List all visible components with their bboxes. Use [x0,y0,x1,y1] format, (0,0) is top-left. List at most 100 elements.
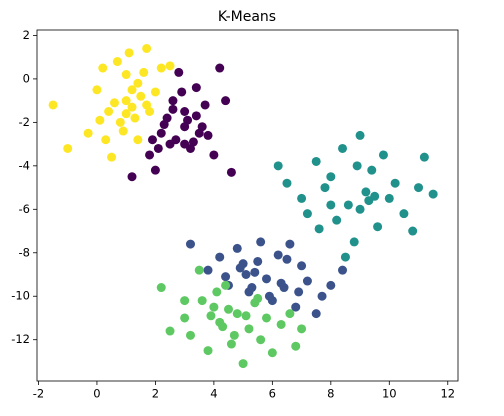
point [150,165,160,175]
point [206,311,216,321]
point [378,150,388,160]
point [185,239,195,249]
point [340,252,350,262]
point [408,226,418,236]
point [209,150,219,160]
point [142,100,152,110]
chart-title: K-Means [218,9,276,25]
point [121,96,131,106]
point [221,280,231,290]
x-tick-label: 12 [440,387,455,401]
y-tick-label: -4 [19,158,30,172]
point [352,161,362,171]
point [121,70,131,80]
point [229,330,239,340]
point [194,265,204,275]
point [109,98,119,108]
point [215,252,225,262]
x-tick-label: 2 [152,387,159,401]
point [428,189,438,199]
y-tick-label: 0 [23,71,30,85]
point [317,291,327,301]
point [256,237,266,247]
point [241,270,251,280]
point [221,272,231,282]
point [95,115,105,125]
point [112,57,122,67]
point [180,296,190,306]
point [156,128,166,138]
point [311,156,321,166]
point [282,178,292,188]
point [185,330,195,340]
point [104,107,114,117]
point [183,115,193,125]
point [209,302,219,312]
x-tick-label: 6 [269,387,276,401]
point [294,287,304,297]
point [253,256,263,266]
point [253,293,263,303]
point [159,120,169,130]
point [285,239,295,249]
point [419,152,429,162]
point [326,172,336,182]
x-tick-label: 0 [93,387,100,401]
point [107,152,117,162]
point [256,335,266,345]
point [244,324,254,334]
x-tick-label: -2 [33,387,44,401]
point [235,263,245,273]
point [130,113,140,123]
x-tick-label: 10 [382,387,397,401]
point [121,109,131,119]
point [285,309,295,319]
point [147,135,157,145]
point [349,237,359,247]
point [364,196,374,206]
y-tick-label: -8 [19,245,30,259]
point [180,313,190,323]
point [262,313,272,323]
point [165,61,175,71]
point [273,161,283,171]
point [384,193,394,203]
point [156,63,166,73]
point [63,143,73,153]
y-tick-label: -12 [11,332,30,346]
point [373,222,383,232]
point [177,87,187,97]
point [320,183,330,193]
point [311,309,321,319]
point [302,276,312,286]
point [332,215,342,225]
point [133,78,143,88]
point [291,302,301,312]
point [264,291,274,301]
point [343,200,353,210]
point [145,150,155,160]
point [174,67,184,77]
point [247,283,257,293]
point [262,274,272,284]
point [118,126,128,136]
point [241,311,251,321]
point [180,107,190,117]
point [361,187,371,197]
point [282,254,292,264]
point [203,130,213,140]
plot-frame [36,29,459,382]
point [124,48,134,58]
point [197,296,207,306]
point [115,117,125,127]
y-tick-label: 2 [23,28,30,42]
point [139,67,149,77]
y-tick-label: -6 [19,202,30,216]
point [399,209,409,219]
point [355,130,365,140]
point [150,87,160,97]
point [223,304,233,314]
point [188,137,198,147]
point [390,178,400,188]
